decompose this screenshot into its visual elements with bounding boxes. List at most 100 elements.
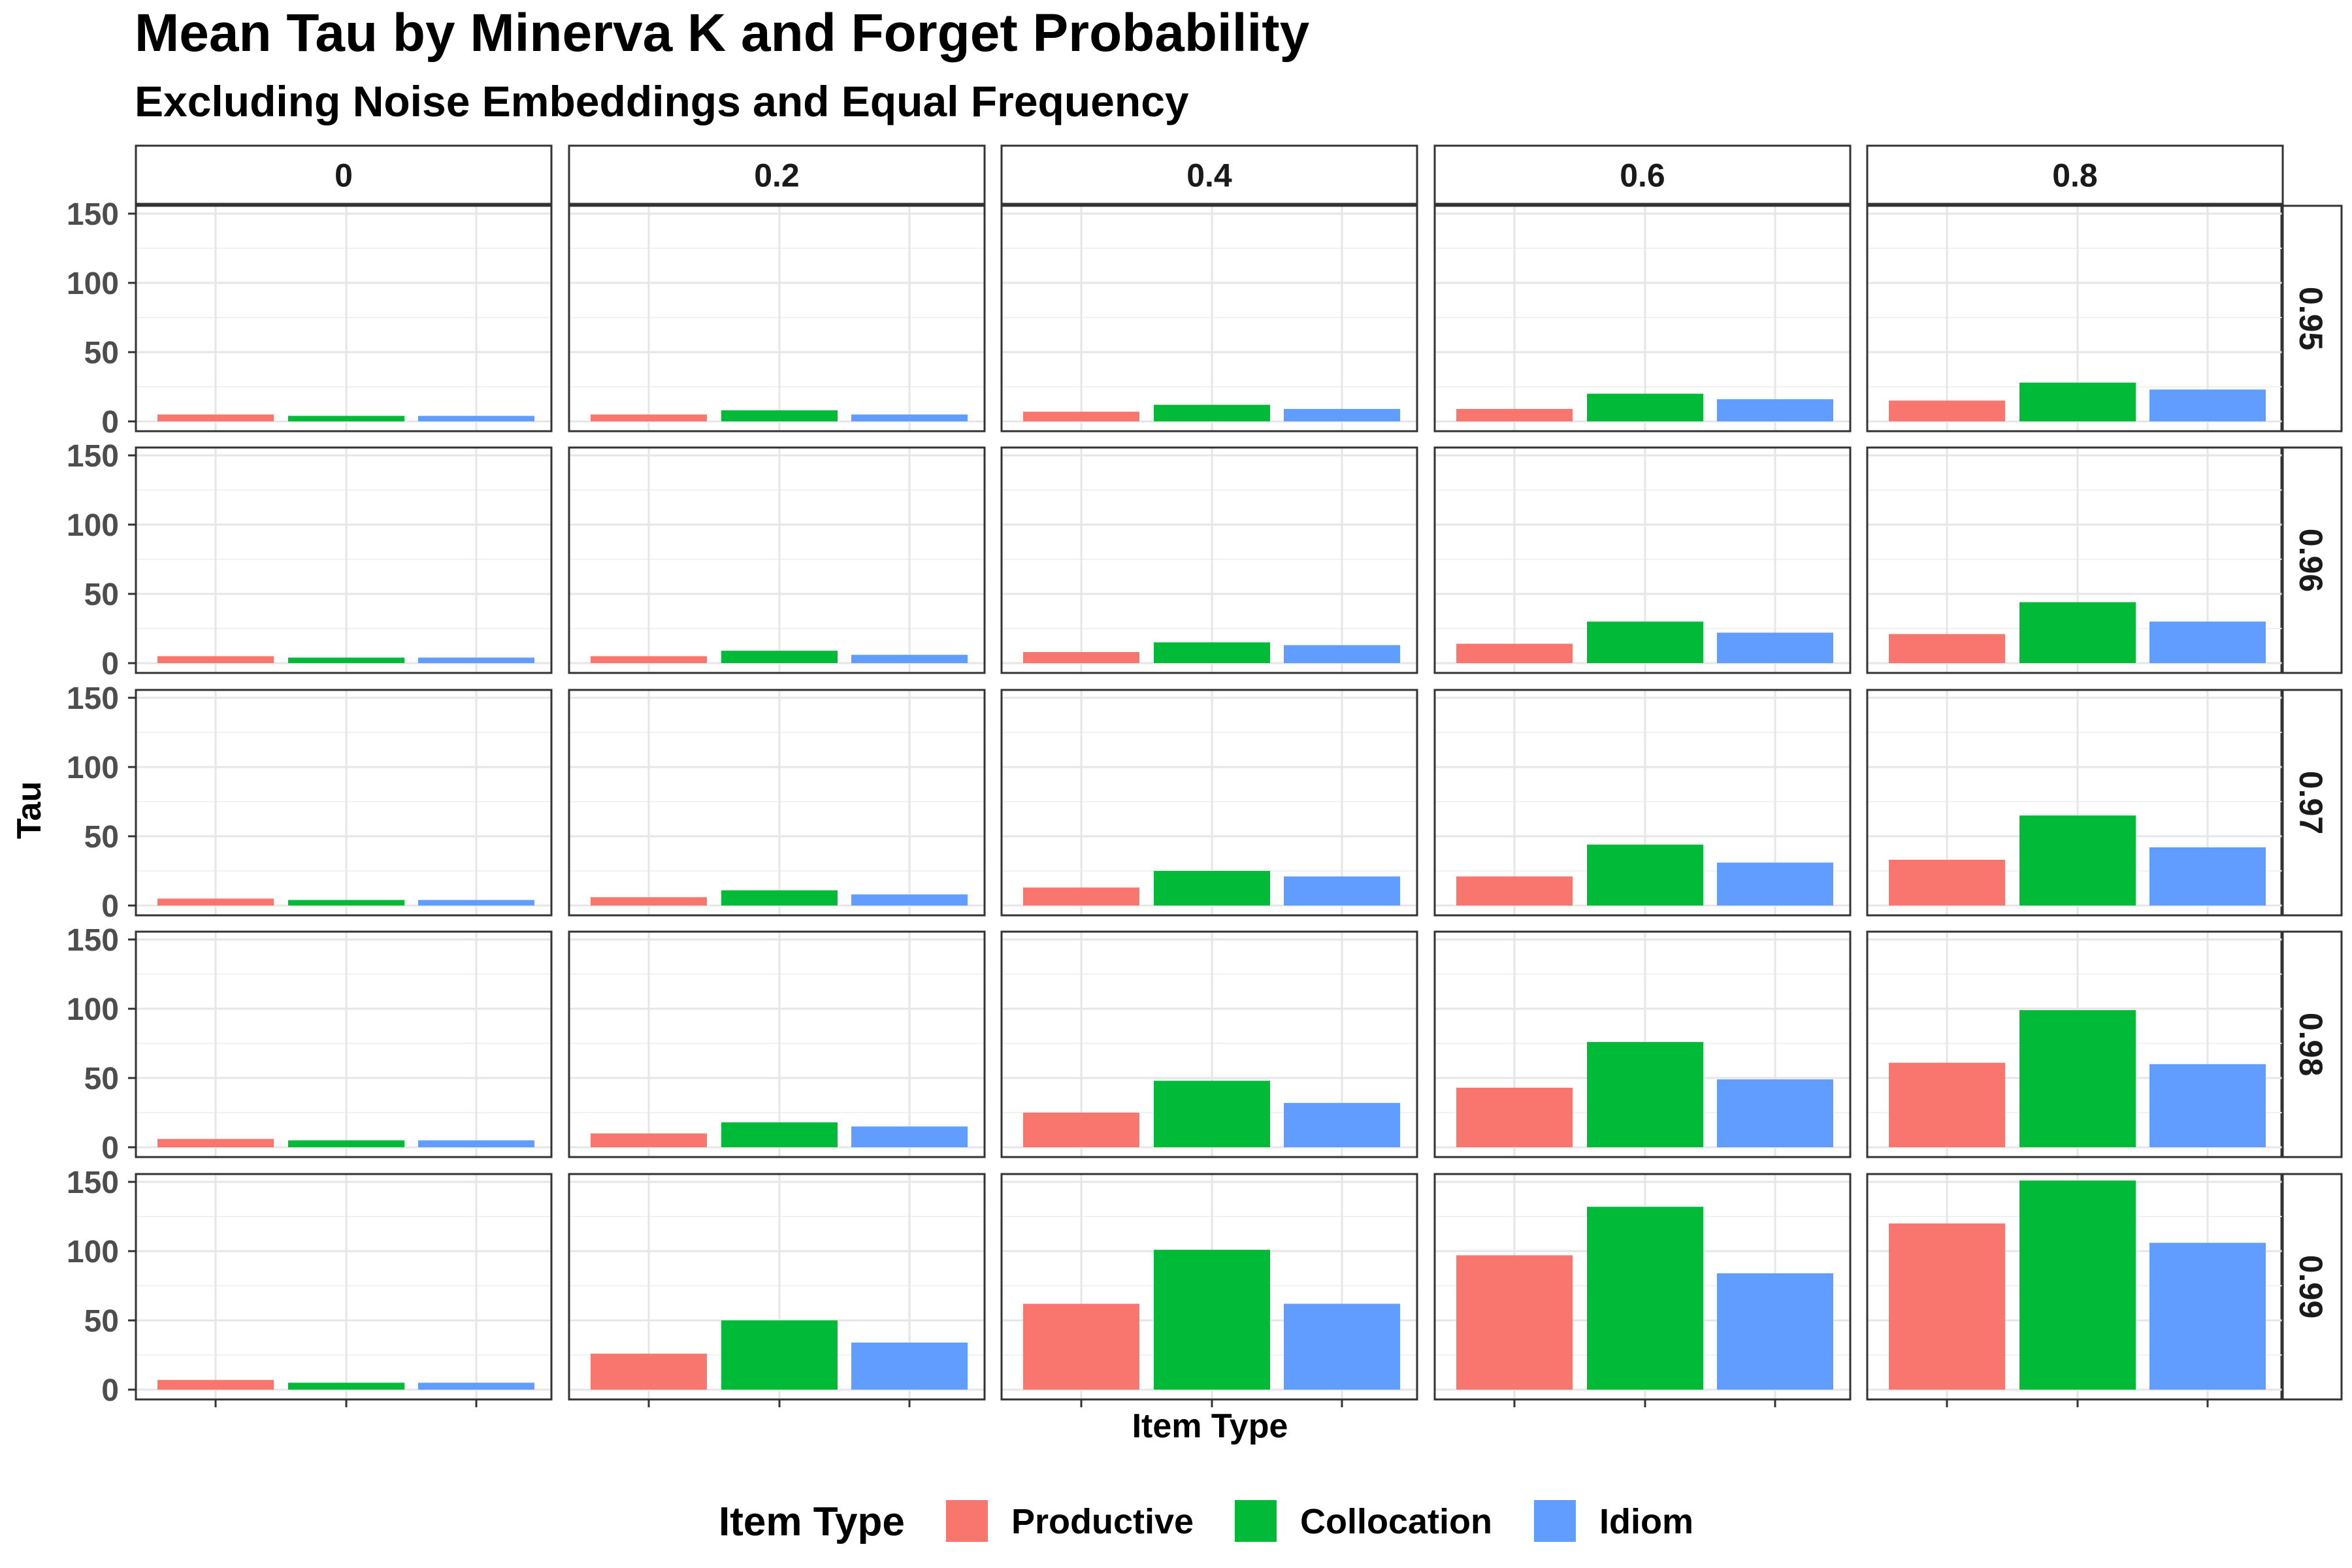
legend-label-collocation: Collocation [1300,1502,1492,1541]
col-strip [1433,144,1852,205]
bar-productive [157,898,274,906]
panel-border [1433,930,1852,1158]
bar-collocation [2019,382,2136,421]
panel-border [135,930,553,1158]
y-tick-label: 0 [101,1373,119,1408]
bar-productive [1456,876,1573,906]
bar-productive [1889,860,2005,906]
legend: Item Type Productive Collocation Idiom [719,1499,1693,1544]
row-strip-label: 0.96 [2293,529,2329,592]
panel-border [1866,446,2284,674]
bar-idiom [1284,645,1400,663]
y-tick-label: 0 [101,889,119,924]
panel-border [135,1173,553,1401]
y-tick-label: 50 [84,1062,119,1096]
col-strip-label: 0.6 [1620,157,1665,194]
bar-idiom [2149,1243,2266,1390]
bar-collocation [2019,1180,2136,1390]
bar-collocation [1154,871,1270,906]
bar-productive [1889,1062,2005,1147]
y-tick-label: 100 [67,751,119,785]
bar-productive [591,897,707,906]
bar-collocation [1587,844,1703,906]
panel-border [1433,204,1852,433]
y-tick-label: 50 [84,820,119,855]
row-strip-label: 0.97 [2293,771,2329,834]
bar-collocation [721,1122,838,1147]
col-strip [135,144,553,205]
bar-idiom [418,416,534,421]
bar-collocation [1154,404,1270,421]
bar-productive [157,414,274,421]
bar-idiom [1717,1079,1833,1147]
bar-collocation [288,1382,404,1390]
bar-idiom [418,657,534,663]
panel-border [1433,446,1852,674]
bar-productive [1889,634,2005,663]
panel-border [568,204,986,433]
y-tick-label: 50 [84,336,119,370]
panel-border [1000,930,1418,1158]
y-tick-label: 50 [84,1304,119,1339]
y-tick-label: 100 [67,508,119,543]
bar-productive [1456,644,1573,663]
bar-collocation [288,1140,404,1147]
bar-productive [1456,1087,1573,1147]
legend-key-productive [946,1500,988,1542]
col-strip [1000,144,1418,205]
panel-border [1866,1173,2284,1401]
y-tick-label: 150 [67,197,119,232]
bar-collocation [1587,621,1703,663]
panel-border [1433,1173,1852,1401]
bar-productive [1023,1303,1139,1390]
bar-productive [1456,1255,1573,1390]
bar-idiom [1717,632,1833,663]
panel-border [1000,689,1418,917]
y-tick-label: 100 [67,992,119,1027]
panel-border [1433,689,1852,917]
legend-label-productive: Productive [1011,1502,1194,1541]
bar-productive [1889,400,2005,421]
row-strip [2280,446,2343,674]
y-tick-label: 100 [67,267,119,301]
col-strip [568,144,986,205]
bar-idiom [1284,1303,1400,1390]
bar-idiom [418,1140,534,1147]
bar-idiom [851,894,968,906]
y-tick-label: 0 [101,1131,119,1166]
bar-productive [1023,652,1139,663]
panel-border [1866,689,2284,917]
col-strip-label: 0.8 [2052,157,2098,194]
row-strip [2280,930,2343,1158]
bar-idiom [2149,1064,2266,1147]
panel-border [568,1173,986,1401]
bar-collocation [288,657,404,663]
y-tick-label: 0 [101,647,119,681]
bar-collocation [1154,1081,1270,1147]
bar-collocation [1154,642,1270,663]
bar-idiom [1284,408,1400,421]
y-tick-label: 150 [67,439,119,474]
panel-border [568,689,986,917]
bar-idiom [851,1342,968,1390]
row-strip-label: 0.95 [2293,287,2329,350]
y-axis-title: Tau [10,781,48,840]
bar-idiom [851,655,968,663]
bar-collocation [721,410,838,421]
bar-idiom [418,900,534,906]
bar-collocation [1587,1041,1703,1147]
bar-collocation [721,1320,838,1390]
panel-border [1866,930,2284,1158]
bar-collocation [1154,1249,1270,1390]
legend-key-idiom [1534,1500,1576,1542]
bar-idiom [1717,862,1833,906]
bar-productive [591,1133,707,1147]
row-strip [2280,689,2343,917]
row-strip-label: 0.98 [2293,1013,2329,1076]
bar-collocation [2019,1010,2136,1147]
panel-border [135,446,553,674]
bar-productive [157,656,274,663]
bar-collocation [1587,393,1703,421]
panel-border [568,446,986,674]
